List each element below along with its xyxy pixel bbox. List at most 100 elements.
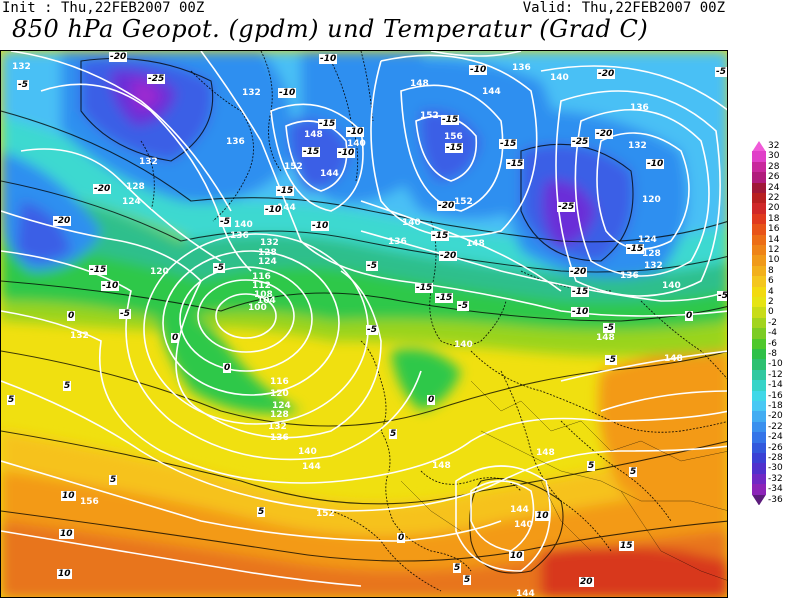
- geopotential-label: 148: [536, 448, 555, 458]
- geopotential-label: 128: [270, 410, 289, 420]
- colorbar-segment: [752, 411, 766, 423]
- temperature-label: 5: [463, 575, 472, 585]
- geopotential-label: 108: [254, 290, 273, 300]
- colorbar-segment: [752, 328, 766, 340]
- temperature-label: -5: [603, 323, 615, 333]
- colorbar-tick: 2: [768, 297, 774, 307]
- temperature-label: -15: [506, 159, 525, 169]
- geopotential-label: 148: [410, 79, 429, 89]
- geopotential-label: 152: [420, 111, 439, 121]
- geopotential-label: 144: [482, 87, 501, 97]
- colorbar-tick: 24: [768, 182, 780, 193]
- geopotential-label: 136: [226, 137, 245, 147]
- geopotential-label: 132: [12, 62, 31, 72]
- geopotential-label: 132: [628, 141, 647, 151]
- colorbar-segment: [752, 172, 766, 184]
- temperature-label: -10: [337, 148, 356, 158]
- temperature-label: -10: [264, 205, 283, 215]
- colorbar-segment: [752, 141, 766, 152]
- temperature-label: -5: [213, 263, 225, 273]
- colorbar-tick: 28: [768, 161, 780, 172]
- temperature-label: -10: [278, 88, 297, 98]
- geopotential-label: 144: [516, 589, 535, 598]
- colorbar-tick: 16: [768, 224, 780, 235]
- colorbar-tick: 8: [768, 265, 774, 276]
- temperature-label: -15: [445, 143, 464, 153]
- colorbar-tick: 10: [768, 255, 780, 266]
- colorbar-segment: [752, 297, 766, 308]
- temperature-label: -10: [346, 127, 365, 137]
- geopotential-label: 144: [320, 169, 339, 179]
- colorbar-tick: -34: [768, 484, 783, 495]
- geopotential-label: 136: [512, 63, 531, 73]
- colorbar-segment: [752, 421, 766, 433]
- geopotential-label: 124: [122, 197, 141, 207]
- geopotential-label: 136: [388, 237, 407, 247]
- geopotential-label: 140: [347, 139, 366, 149]
- colorbar-tick: -8: [768, 349, 777, 359]
- temperature-label: 10: [61, 491, 76, 501]
- colorbar-segment: [752, 203, 766, 215]
- temperature-label: -5: [17, 80, 29, 90]
- colorbar-segment: [752, 359, 766, 371]
- colorbar-tick: -4: [768, 328, 777, 339]
- temperature-label: 0: [397, 533, 406, 543]
- colorbar-tick: -20: [768, 411, 783, 422]
- colorbar-tick: -24: [768, 432, 783, 443]
- geopotential-label: 124: [638, 235, 657, 245]
- geopotential-label: 132: [139, 157, 158, 167]
- geopotential-label: 148: [664, 354, 683, 364]
- geopotential-label: 132: [260, 238, 279, 248]
- colorbar-tick: -14: [768, 380, 783, 391]
- colorbar-tick: -30: [768, 463, 783, 474]
- temperature-label: -5: [717, 291, 728, 301]
- temperature-label: -25: [557, 202, 576, 212]
- colorbar-tick: -26: [768, 442, 783, 453]
- colorbar-segment: [752, 265, 766, 277]
- colorbar-tick: 0: [768, 307, 774, 318]
- temperature-label: -20: [439, 251, 458, 261]
- temperature-label: -10: [469, 65, 488, 75]
- temperature-label: -20: [109, 52, 128, 62]
- temperature-label: 0: [685, 311, 694, 321]
- temperature-label: 0: [67, 311, 76, 321]
- colorbar-tick: 14: [768, 234, 780, 245]
- temperature-label: -15: [441, 115, 460, 125]
- geopotential-label: 128: [642, 249, 661, 259]
- colorbar-tick: -2: [768, 317, 777, 328]
- colorbar-segment: [752, 276, 766, 288]
- geopotential-label: 112: [252, 281, 271, 291]
- temperature-label: -5: [605, 355, 617, 365]
- geopotential-label: 140: [550, 73, 569, 83]
- geopotential-label: 132: [644, 261, 663, 271]
- colorbar-tick: -10: [768, 359, 783, 370]
- geopotential-label: 124: [258, 257, 277, 267]
- temperature-label: -10: [311, 221, 330, 231]
- colorbar-segment: [752, 255, 766, 267]
- temperature-field: [1, 51, 727, 597]
- geopotential-label: 132: [242, 88, 261, 98]
- geopotential-label: 140: [662, 281, 681, 291]
- geopotential-label: 136: [620, 271, 639, 281]
- geopotential-label: 128: [126, 182, 145, 192]
- temperature-label: -15: [276, 186, 295, 196]
- colorbar-tick: 30: [768, 151, 780, 162]
- temperature-label: -10: [101, 281, 120, 291]
- colorbar-tick: 12: [768, 245, 780, 255]
- geopotential-label: 152: [284, 162, 303, 172]
- temperature-label: 20: [579, 577, 594, 587]
- temperature-label: 0: [427, 395, 436, 405]
- geopotential-label: 136: [630, 103, 649, 113]
- geopotential-label: 116: [252, 272, 271, 282]
- colorbar-segment: [752, 317, 766, 329]
- temperature-label: -20: [569, 267, 588, 277]
- temperature-label: 5: [389, 429, 398, 439]
- geopotential-label: 148: [432, 461, 451, 471]
- geopotential-label: 144: [510, 505, 529, 515]
- colorbar-segment: [752, 182, 766, 194]
- geopotential-label: 120: [270, 389, 289, 399]
- geopotential-label: 120: [642, 195, 661, 205]
- temperature-label: -5: [457, 301, 469, 311]
- geopotential-label: 140: [454, 340, 473, 350]
- temperature-label: -20: [597, 69, 616, 79]
